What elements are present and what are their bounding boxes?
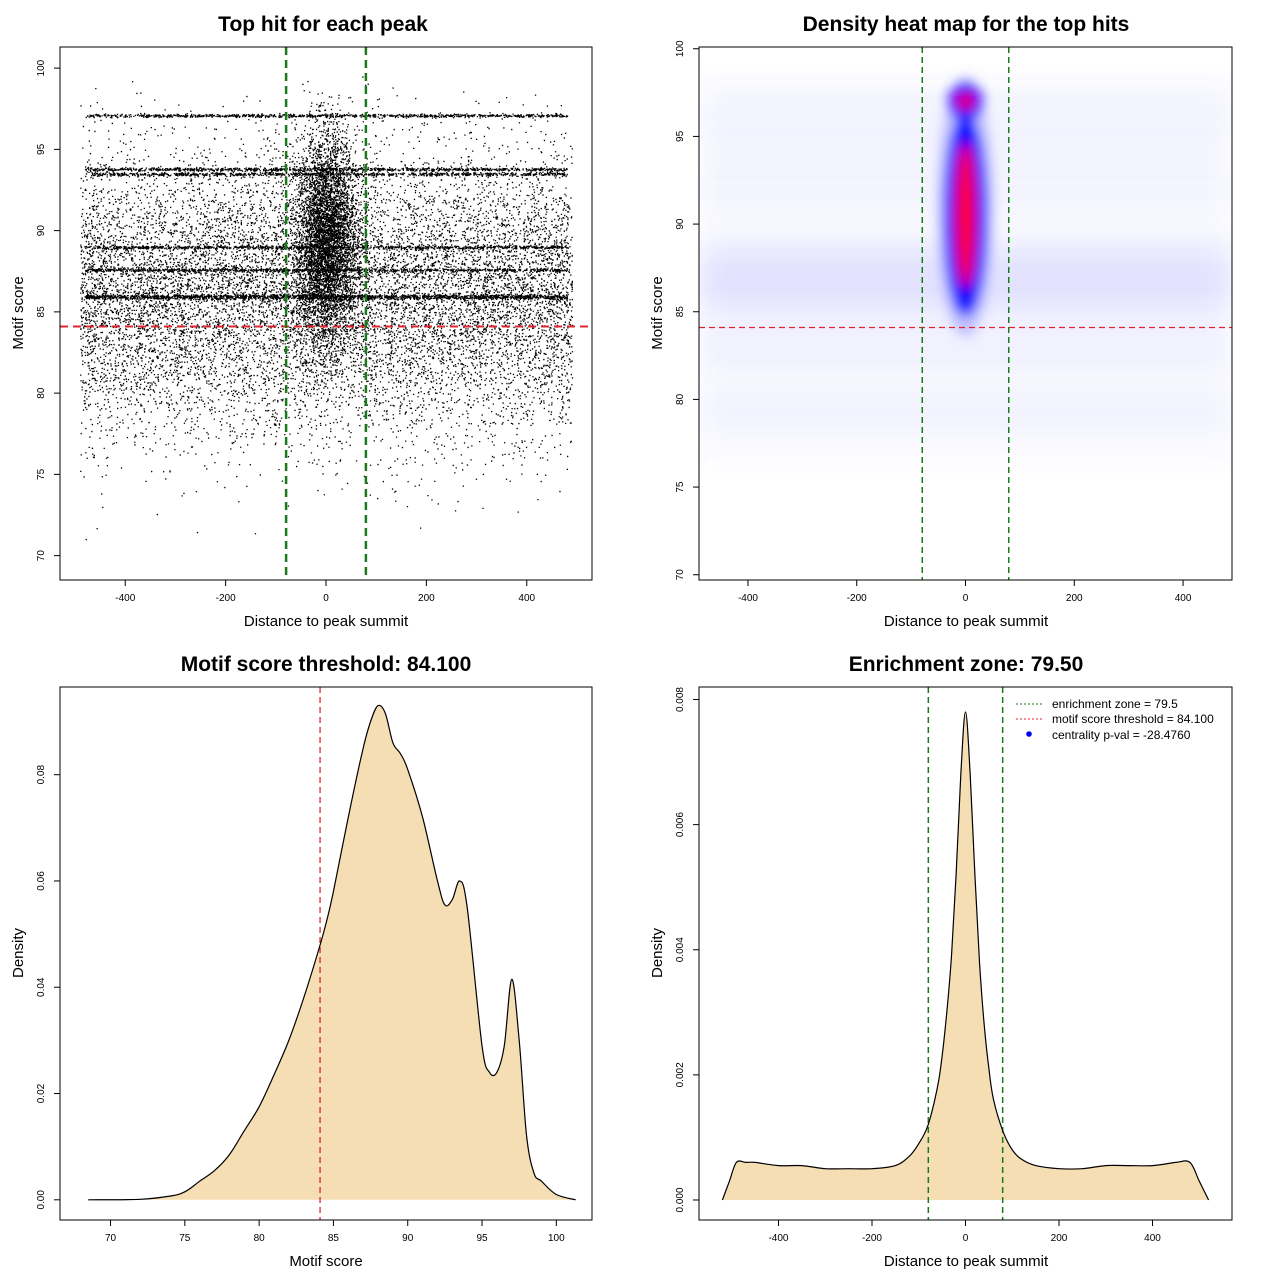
- distance-density-y-tick-label: 0.004: [675, 937, 686, 962]
- heatmap-red-top: [957, 93, 974, 110]
- heatmap-x-tick-label: 400: [1175, 593, 1192, 604]
- heatmap-y-label: Motif score: [649, 276, 666, 349]
- legend-threshold-label: motif score threshold = 84.100: [1052, 712, 1214, 726]
- scatter-axes: -400 -200 0 200 400 70 75 80 85 90 95 100: [36, 46, 593, 604]
- scatter-points: [80, 76, 574, 541]
- scatter-panel: Top hit for each peak -400 -200 0 200 400 70 7…: [10, 13, 593, 630]
- heatmap-title: Density heat map for the top hits: [803, 13, 1130, 36]
- distance-density-x-tick-label: -200: [862, 1233, 882, 1244]
- heatmap-y-tick-label: 95: [675, 130, 686, 142]
- score-density-y-tick-label: 0.00: [36, 1190, 47, 1210]
- score-density-panel: Motif score threshold: 84.100 70 75 80 85 90…: [10, 653, 593, 1270]
- score-density-y-tick-label: 0.08: [36, 765, 47, 785]
- scatter-x-tick-label: 400: [518, 593, 535, 604]
- heatmap-x-tick-label: 0: [963, 593, 969, 604]
- scatter-y-tick-label: 85: [36, 306, 47, 318]
- scatter-x-tick-label: -400: [115, 593, 135, 604]
- scatter-y-tick-label: 75: [36, 468, 47, 480]
- distance-density-x-tick-label: 400: [1144, 1233, 1161, 1244]
- heatmap-y-tick-label: 80: [675, 393, 686, 405]
- score-density-x-tick-label: 70: [105, 1233, 117, 1244]
- scatter-y-tick-label: 90: [36, 225, 47, 237]
- scatter-x-label: Distance to peak summit: [244, 613, 409, 630]
- score-density-x-tick-label: 90: [402, 1233, 414, 1244]
- distance-density-curve: [721, 711, 1210, 1201]
- heatmap-panel: Density heat map for the top hits -400 -2…: [649, 13, 1233, 630]
- scatter-y-label: Motif score: [10, 276, 27, 349]
- heatmap-y-tick-label: 90: [675, 218, 686, 230]
- legend-pval-dot: [1026, 731, 1032, 737]
- score-density-x-tick-label: 75: [179, 1233, 191, 1244]
- scatter-y-tick-label: 70: [36, 550, 47, 562]
- legend-zone-label: enrichment zone = 79.5: [1052, 697, 1178, 711]
- distance-density-title: Enrichment zone: 79.50: [849, 653, 1084, 676]
- heatmap-axes: -400 -200 0 200 400 70 75 80 85 90 95 100: [675, 40, 1233, 604]
- scatter-point-cloud: [80, 76, 574, 541]
- score-density-area: [88, 705, 576, 1200]
- scatter-x-tick-label: -200: [216, 593, 236, 604]
- distance-density-y-tick-label: 0.000: [675, 1187, 686, 1212]
- scatter-x-tick-label: 0: [323, 593, 329, 604]
- score-density-y-label: Density: [10, 927, 27, 978]
- score-density-y-tick-label: 0.06: [36, 871, 47, 891]
- heatmap-core: [937, 76, 994, 337]
- distance-density-x-tick-label: 200: [1051, 1233, 1068, 1244]
- scatter-y-tick-label: 80: [36, 387, 47, 399]
- distance-density-x-tick-label: -400: [768, 1233, 788, 1244]
- distance-density-x-label: Distance to peak summit: [884, 1253, 1049, 1270]
- heatmap-haze-band: [699, 413, 1232, 456]
- score-density-curve: [88, 704, 576, 1201]
- score-density-x-tick-label: 100: [548, 1233, 565, 1244]
- score-density-title: Motif score threshold: 84.100: [181, 653, 472, 676]
- heatmap-y-tick-label: 70: [675, 569, 686, 581]
- score-density-x-tick-label: 85: [328, 1233, 340, 1244]
- score-density-y-tick-label: 0.04: [36, 977, 47, 997]
- distance-density-plot: -400 -200 0 200 400 0.000 0.002 0.004 0.006 0.008: [675, 686, 1233, 1244]
- distance-density-y-label: Density: [649, 927, 666, 978]
- scatter-title: Top hit for each peak: [218, 13, 428, 36]
- heatmap-y-tick-label: 85: [675, 306, 686, 318]
- distance-density-y-tick-label: 0.008: [675, 687, 686, 712]
- heatmap-y-tick-label: 100: [675, 40, 686, 57]
- distance-density-panel: Enrichment zone: 79.50 -400 -200 0 200 400 0.…: [649, 653, 1233, 1270]
- score-density-x-tick-label: 80: [254, 1233, 266, 1244]
- score-density-y-tick-label: 0.02: [36, 1083, 47, 1103]
- distance-density-y-tick-label: 0.002: [675, 1062, 686, 1087]
- heatmap-red-core: [955, 143, 976, 288]
- heatmap-x-tick-label: 200: [1066, 593, 1083, 604]
- heatmap-x-tick-label: -200: [847, 593, 867, 604]
- legend: enrichment zone = 79.5 motif score thres…: [1016, 697, 1214, 742]
- heatmap-density: [699, 47, 1232, 580]
- legend-pval-label: centrality p-val = -28.4760: [1052, 728, 1191, 742]
- distance-density-area: [722, 712, 1209, 1200]
- distance-density-x-tick-label: 0: [963, 1233, 969, 1244]
- heatmap-y-tick-label: 75: [675, 481, 686, 493]
- score-density-x-tick-label: 95: [476, 1233, 488, 1244]
- score-density-plot: 70 75 80 85 90 95 100 0.00 0.02 0.04 0.06 0.08: [36, 686, 593, 1244]
- heatmap-x-label: Distance to peak summit: [884, 613, 1049, 630]
- score-density-x-label: Motif score: [289, 1253, 362, 1270]
- distance-density-y-tick-label: 0.006: [675, 812, 686, 837]
- heatmap-x-tick-label: -400: [738, 593, 758, 604]
- scatter-y-tick-label: 95: [36, 143, 47, 155]
- scatter-y-tick-label: 100: [36, 59, 47, 76]
- scatter-x-tick-label: 200: [418, 593, 435, 604]
